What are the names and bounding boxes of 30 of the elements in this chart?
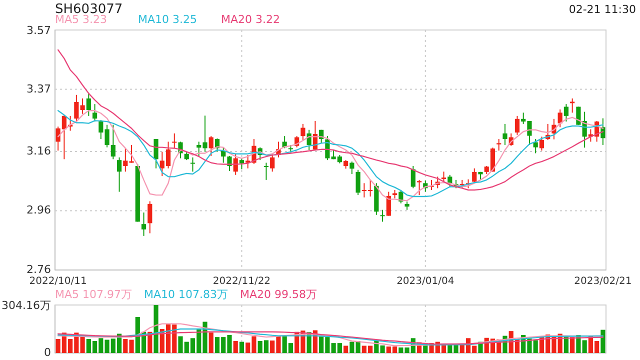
text: MA5 3.23: [55, 13, 108, 26]
bar: [208, 332, 214, 353]
x-tick-label: 2023/01/04: [396, 276, 454, 287]
x-tick-label: 2022/10/11: [29, 276, 87, 287]
text: MA20 3.22: [221, 13, 280, 26]
line-series: [57, 49, 604, 191]
bar: [600, 330, 606, 353]
y-tick-label: 3.16: [26, 144, 51, 158]
y-tick-label: 304.16万: [2, 299, 51, 312]
bar: [344, 346, 348, 353]
bar: [570, 337, 575, 353]
bar: [80, 336, 85, 353]
text: 02-21 11:30: [568, 3, 636, 16]
bar: [239, 342, 244, 353]
y-tick-label: 2.76: [26, 263, 51, 276]
text: MA10 107.83万: [144, 288, 228, 301]
y-tick-label: 3.37: [26, 82, 51, 96]
y-tick-label: 3.57: [26, 24, 51, 38]
line-series: [57, 331, 604, 345]
y-tick-label: 0: [44, 346, 51, 360]
line-series: [57, 328, 604, 346]
bar: [350, 342, 354, 353]
text: MA5 107.97万: [55, 288, 132, 301]
text: MA10 3.25: [138, 13, 198, 26]
bar: [154, 305, 158, 353]
bar: [233, 341, 238, 353]
y-tick-label: 2.96: [26, 204, 51, 217]
text: MA20 99.58万: [240, 288, 317, 301]
x-tick-label: 2023/02/21: [574, 276, 632, 287]
x-tick-label: 2022/11/22: [212, 276, 271, 287]
